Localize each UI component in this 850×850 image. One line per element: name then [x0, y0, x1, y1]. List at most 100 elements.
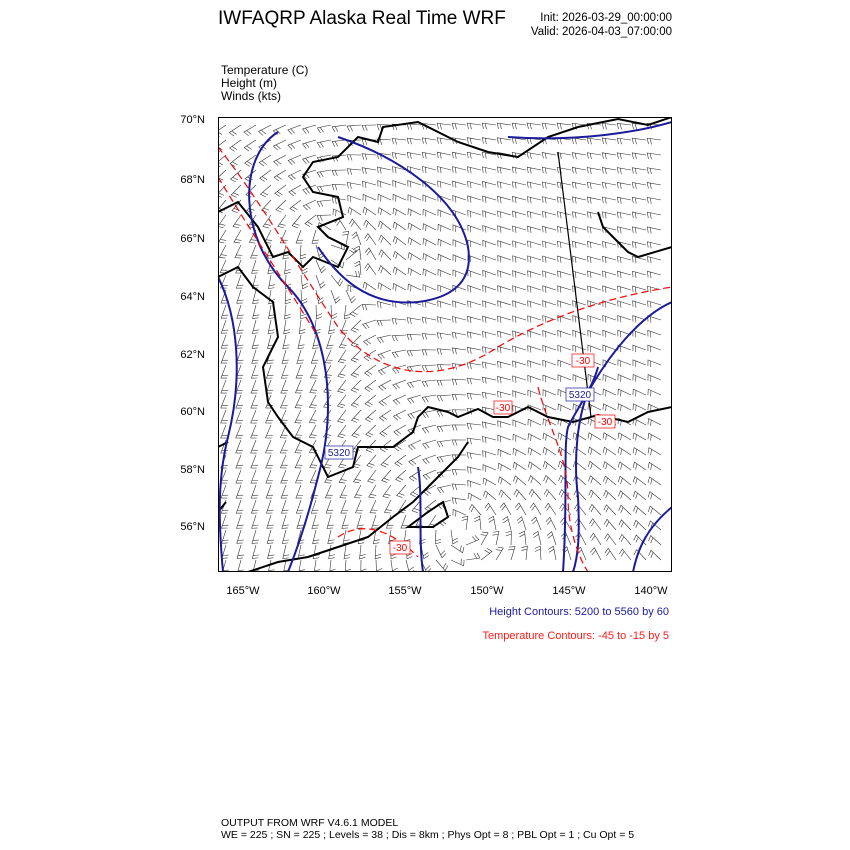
wind-barb — [422, 253, 437, 261]
wind-barb — [497, 448, 512, 457]
wind-barb — [325, 499, 334, 514]
wind-barb — [421, 333, 437, 340]
wind-barb — [274, 184, 287, 197]
wind-barb — [467, 180, 482, 189]
wind-barb — [331, 197, 347, 204]
wind-barb — [557, 330, 572, 338]
wind-barb — [542, 225, 557, 234]
wind-barb — [499, 502, 512, 516]
wind-barb — [647, 330, 662, 338]
wind-barb — [574, 503, 587, 516]
wind-barb — [287, 154, 302, 165]
wind-barb — [451, 483, 467, 491]
wind-barb — [309, 364, 318, 379]
wind-barb — [364, 262, 377, 276]
wind-barb — [542, 389, 557, 397]
wind-barb — [602, 300, 617, 308]
wind-barb — [617, 388, 632, 397]
field-winds: Winds (kts) — [221, 89, 281, 103]
wind-barb — [526, 122, 542, 130]
wind-barb — [511, 166, 527, 174]
wind-barb — [392, 379, 407, 390]
wind-barb — [481, 137, 497, 145]
wind-barb — [400, 514, 409, 529]
wind-barb — [218, 184, 227, 198]
wind-barb — [378, 249, 392, 261]
wind-barb — [362, 319, 377, 330]
wind-barb — [497, 390, 512, 399]
wind-barb — [466, 137, 482, 145]
wind-barb — [297, 544, 305, 560]
wind-barb — [467, 331, 482, 339]
wind-barb — [465, 535, 480, 546]
wind-barb — [452, 195, 467, 203]
wind-barb — [275, 199, 287, 213]
wind-barb — [327, 529, 335, 544]
wind-barb — [310, 349, 319, 364]
wind-barb — [648, 505, 662, 516]
wind-barb — [452, 269, 467, 277]
wind-barb — [350, 319, 362, 333]
wind-barb — [250, 409, 258, 424]
field-temperature: Temperature (C) — [221, 63, 309, 77]
wind-barb — [497, 476, 512, 486]
wind-barb — [450, 558, 465, 567]
wind-barb — [557, 285, 572, 293]
wind-barb — [330, 304, 338, 320]
wind-barb — [557, 211, 572, 219]
wind-barb — [393, 424, 407, 436]
wind-barb — [218, 244, 227, 259]
lat-label: 68°N — [180, 174, 205, 186]
wind-barb — [519, 530, 527, 546]
wind-barb — [451, 122, 467, 130]
wind-barb — [421, 151, 437, 159]
wind-barb — [474, 515, 482, 531]
wind-barb — [557, 240, 572, 249]
wind-barb — [337, 379, 347, 394]
wind-barb — [234, 244, 243, 259]
init-time: Init: 2026-03-29_00:00:00 — [540, 12, 672, 24]
wind-barb — [603, 518, 617, 531]
wind-barb — [220, 424, 228, 439]
wind-barb — [294, 424, 303, 439]
wind-barb — [282, 334, 290, 349]
wind-barb — [363, 219, 377, 231]
wind-barb — [312, 529, 320, 544]
wind-barb — [220, 349, 229, 364]
wind-barb — [480, 531, 489, 546]
wind-barb — [527, 374, 542, 383]
wind-barb — [422, 439, 437, 449]
wind-barb — [527, 345, 542, 353]
wind-barb — [436, 151, 452, 159]
wind-barb — [251, 319, 260, 334]
wind-barb — [252, 304, 260, 319]
wind-barb — [617, 270, 632, 278]
wind-barb — [588, 475, 602, 486]
wind-barb — [527, 418, 542, 427]
wind-barb — [344, 559, 352, 572]
wind-barb — [587, 446, 602, 456]
wind-barb — [497, 462, 512, 471]
wind-barb — [452, 166, 467, 174]
wind-barb — [633, 519, 647, 531]
wind-barb — [586, 152, 602, 160]
wind-barb — [235, 454, 243, 469]
wind-barb — [497, 210, 512, 218]
wind-barb — [220, 304, 229, 319]
wind-barb — [497, 195, 512, 204]
wind-barb — [360, 559, 367, 572]
lat-label: 66°N — [180, 233, 205, 245]
wind-barb — [617, 315, 632, 323]
wind-barb — [298, 559, 306, 572]
wind-barb — [261, 199, 272, 213]
wind-barb — [281, 349, 289, 364]
wind-barb — [376, 319, 392, 327]
wind-barb — [221, 529, 229, 544]
wind-barb — [632, 300, 647, 308]
wind-barb — [602, 432, 617, 441]
wind-barb — [466, 437, 482, 445]
wind-barb — [617, 403, 632, 412]
wind-barb — [391, 334, 407, 342]
wind-barb — [512, 240, 527, 248]
wind-barb — [437, 300, 452, 308]
